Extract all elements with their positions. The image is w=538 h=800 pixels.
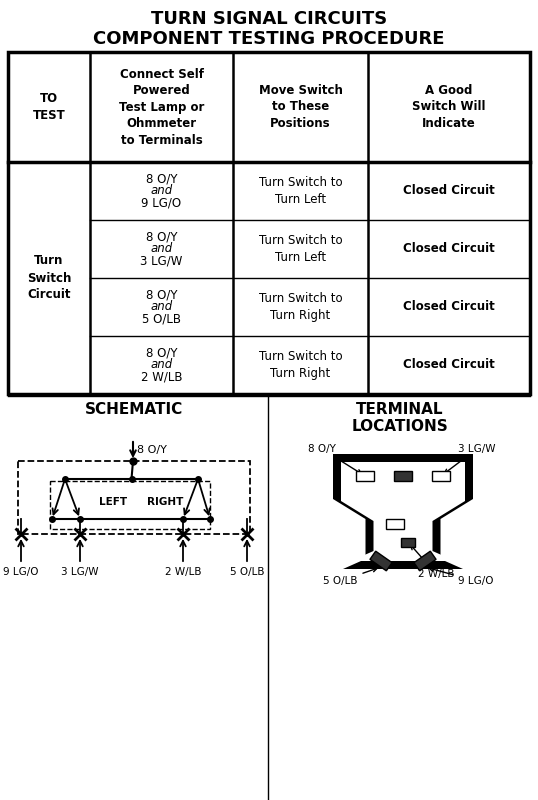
- Text: 8 O/Y: 8 O/Y: [308, 444, 362, 474]
- Text: A Good
Switch Will
Indicate: A Good Switch Will Indicate: [412, 84, 486, 130]
- Text: Closed Circuit: Closed Circuit: [403, 358, 495, 371]
- Text: 3 LG/W: 3 LG/W: [61, 567, 99, 577]
- Polygon shape: [333, 454, 473, 569]
- Text: and: and: [151, 242, 173, 255]
- Bar: [356, 471, 374, 481]
- Text: and: and: [151, 301, 173, 314]
- Text: Turn Switch to
Turn Left: Turn Switch to Turn Left: [259, 176, 342, 206]
- Text: Closed Circuit: Closed Circuit: [403, 242, 495, 255]
- Text: 9 LG/O: 9 LG/O: [3, 567, 39, 577]
- Bar: [370, 551, 392, 571]
- Bar: [18, 461, 250, 534]
- Text: TURN SIGNAL CIRCUITS: TURN SIGNAL CIRCUITS: [151, 10, 387, 28]
- Text: 8 O/Y: 8 O/Y: [146, 173, 177, 186]
- Bar: [394, 471, 412, 481]
- Text: 9 LG/O: 9 LG/O: [429, 567, 493, 586]
- Text: 8 O/Y: 8 O/Y: [146, 289, 177, 302]
- Bar: [414, 551, 436, 571]
- Text: Closed Circuit: Closed Circuit: [403, 301, 495, 314]
- Text: TERMINAL
LOCATIONS: TERMINAL LOCATIONS: [352, 402, 448, 434]
- Bar: [386, 519, 404, 529]
- Text: 2 W/LB: 2 W/LB: [141, 370, 182, 383]
- Bar: [401, 538, 415, 546]
- Text: 5 O/LB: 5 O/LB: [323, 568, 377, 586]
- Text: Closed Circuit: Closed Circuit: [403, 185, 495, 198]
- Text: Turn Switch to
Turn Right: Turn Switch to Turn Right: [259, 350, 342, 380]
- Text: 8 O/Y: 8 O/Y: [146, 230, 177, 243]
- Text: RIGHT: RIGHT: [147, 497, 183, 507]
- Bar: [432, 471, 450, 481]
- Text: Connect Self
Powered
Test Lamp or
Ohmmeter
to Terminals: Connect Self Powered Test Lamp or Ohmmet…: [119, 67, 204, 146]
- Text: TO
TEST: TO TEST: [33, 92, 66, 122]
- Text: 2 W/LB: 2 W/LB: [165, 567, 201, 577]
- Text: Turn
Switch
Circuit: Turn Switch Circuit: [27, 254, 71, 302]
- Bar: [8, 52, 530, 394]
- Text: COMPONENT TESTING PROCEDURE: COMPONENT TESTING PROCEDURE: [93, 30, 445, 48]
- Text: Move Switch
to These
Positions: Move Switch to These Positions: [259, 84, 343, 130]
- Text: 8 O/Y: 8 O/Y: [146, 346, 177, 359]
- Text: 8 O/Y: 8 O/Y: [137, 445, 167, 455]
- Text: Turn Switch to
Turn Right: Turn Switch to Turn Right: [259, 292, 342, 322]
- Text: and: and: [151, 185, 173, 198]
- Text: 2 W/LB: 2 W/LB: [411, 546, 455, 579]
- Text: Turn Switch to
Turn Left: Turn Switch to Turn Left: [259, 234, 342, 264]
- Polygon shape: [341, 462, 465, 561]
- Text: 3 LG/W: 3 LG/W: [444, 444, 495, 474]
- Text: and: and: [151, 358, 173, 371]
- Text: SCHEMATIC: SCHEMATIC: [85, 402, 183, 417]
- Text: 5 O/LB: 5 O/LB: [142, 313, 181, 326]
- Text: 9 LG/O: 9 LG/O: [141, 197, 181, 210]
- Text: LEFT: LEFT: [99, 497, 127, 507]
- Text: 5 O/LB: 5 O/LB: [230, 567, 264, 577]
- Bar: [50, 481, 210, 529]
- Text: 3 LG/W: 3 LG/W: [140, 254, 183, 267]
